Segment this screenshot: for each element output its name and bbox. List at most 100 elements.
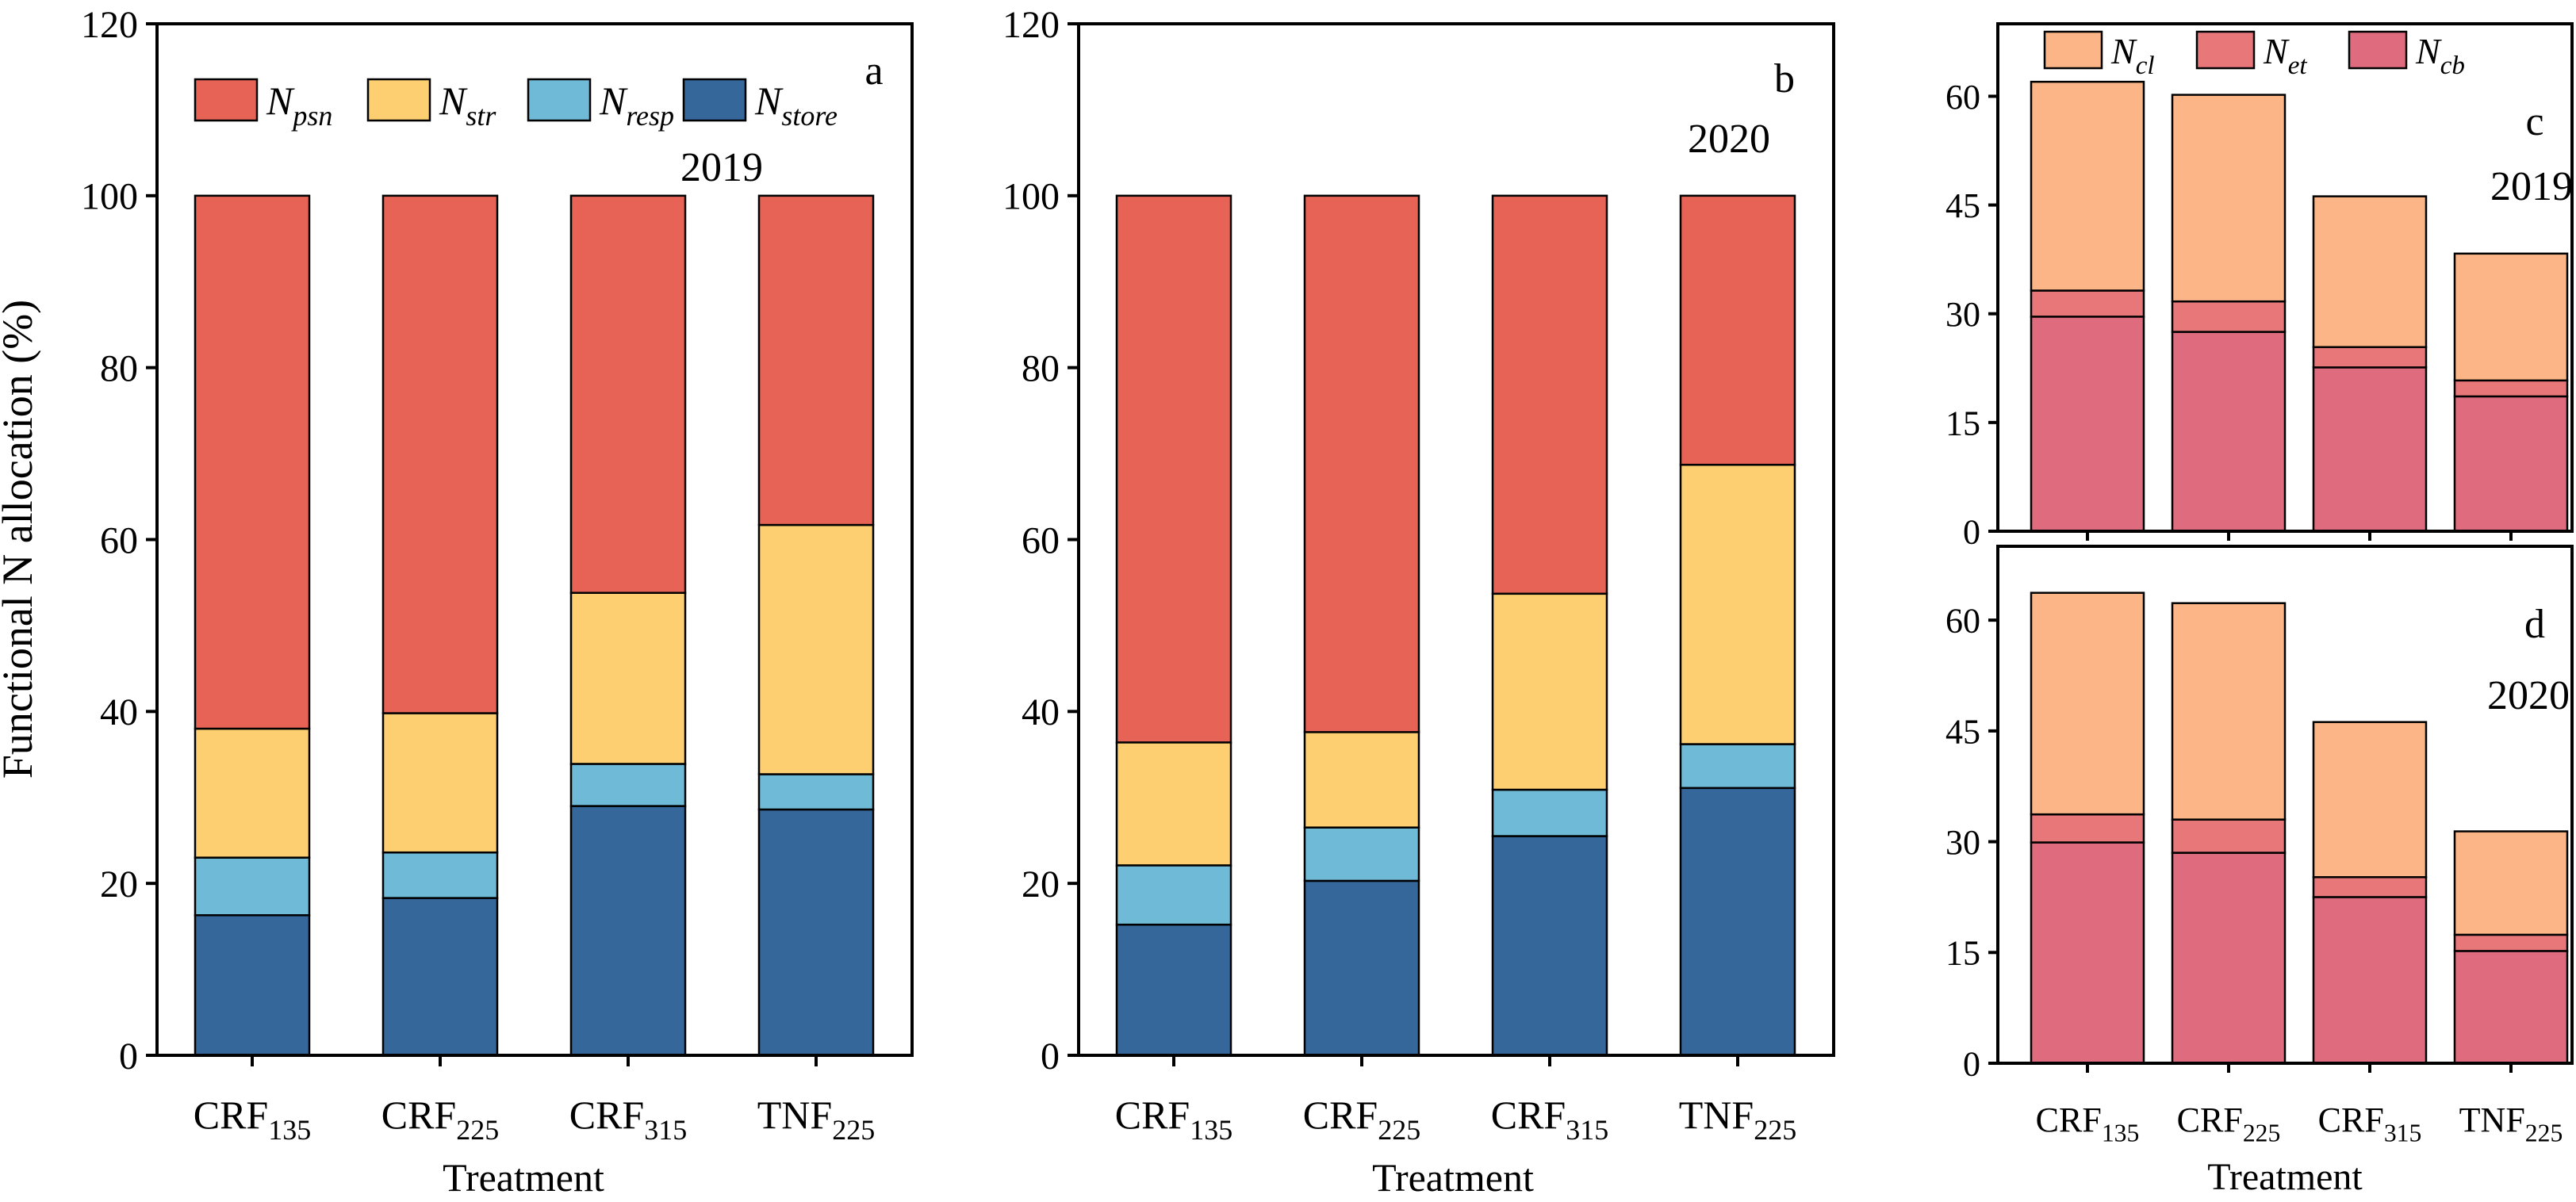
bar-b-nstore-2 xyxy=(1303,879,1420,1057)
bar-d-ncl-4 xyxy=(2453,830,2569,936)
bar-b-nresp-1 xyxy=(1115,864,1232,926)
bar-d-ncb-1 xyxy=(2030,841,2145,1065)
bar-d-ncl-1 xyxy=(2030,591,2145,816)
x-tick-label-a-4-subscript: 225 xyxy=(832,1114,875,1146)
bar-c-ncb-3 xyxy=(2312,366,2428,533)
x-tick-label-b-2-base: CRF xyxy=(1303,1093,1378,1137)
legend-label-cl: Ncl xyxy=(2110,31,2155,80)
y-tick-label-c-60: 60 xyxy=(1945,78,1980,117)
bar-b-npsn-3 xyxy=(1491,194,1608,595)
x-tick-label-d-4-base: TNF xyxy=(2459,1101,2525,1139)
x-tick-label-a-4-base: TNF xyxy=(757,1093,832,1137)
x-tick-label-a-1: CRF135 xyxy=(194,1093,312,1146)
bar-c-ncl-3 xyxy=(2312,195,2428,349)
legend-label-cb: Ncb xyxy=(2415,31,2465,80)
legend-label-resp-subscript: resp xyxy=(626,100,674,132)
y-tick-label-a-120: 120 xyxy=(81,4,138,46)
y-tick-label-a-40: 40 xyxy=(100,691,138,733)
bar-b-nresp-3 xyxy=(1491,788,1608,837)
y-tick-label-a-80: 80 xyxy=(100,347,138,389)
y-tick-label-b-40: 40 xyxy=(1022,691,1060,733)
legend-label-et: Net xyxy=(2263,31,2307,80)
plot-frame-c xyxy=(1996,22,2574,533)
bar-b-nresp-2 xyxy=(1303,826,1420,882)
y-tick-label-d-0: 0 xyxy=(1963,1044,1980,1083)
y-tick-label-d-15: 15 xyxy=(1945,934,1980,973)
bar-c-net-3 xyxy=(2312,346,2428,369)
y-tick-label-a-100: 100 xyxy=(81,176,138,218)
x-tick-label-d-4: TNF225 xyxy=(2459,1101,2563,1146)
bar-a-nstore-1 xyxy=(194,914,311,1057)
bar-a-npsn-3 xyxy=(569,194,687,594)
bar-a-nresp-1 xyxy=(194,856,311,917)
x-tick-label-b-1-subscript: 135 xyxy=(1190,1114,1232,1146)
bar-d-ncl-2 xyxy=(2171,602,2287,821)
y-tick-label-b-0: 0 xyxy=(1041,1035,1060,1078)
x-tick-label-d-1-subscript: 135 xyxy=(2102,1119,2140,1146)
bar-a-nstore-2 xyxy=(381,897,499,1057)
bar-d-net-2 xyxy=(2171,818,2287,854)
x-tick-label-b-2-subscript: 225 xyxy=(1378,1114,1420,1146)
y-tick-label-b-80: 80 xyxy=(1022,347,1060,389)
legend-swatch-cb xyxy=(2348,30,2408,70)
bar-b-npsn-4 xyxy=(1679,194,1796,466)
legend-label-cb-base: N xyxy=(2415,31,2442,71)
bar-a-nstr-2 xyxy=(381,712,499,854)
bar-d-ncb-3 xyxy=(2312,896,2428,1065)
x-tick-label-a-3: CRF315 xyxy=(569,1093,688,1146)
y-tick-label-a-0: 0 xyxy=(119,1035,138,1078)
y-tick-label-a-60: 60 xyxy=(100,519,138,561)
x-tick-label-a-1-base: CRF xyxy=(194,1093,269,1137)
bar-d-ncl-3 xyxy=(2312,721,2428,879)
x-tick-label-d-1-base: CRF xyxy=(2036,1101,2102,1139)
x-tick-label-d-2-subscript: 225 xyxy=(2243,1119,2281,1146)
bar-b-nstr-4 xyxy=(1679,463,1796,745)
x-tick-label-b-3-subscript: 315 xyxy=(1566,1114,1608,1146)
bar-b-nstore-1 xyxy=(1115,923,1232,1057)
legend-label-resp-base: N xyxy=(599,78,628,123)
x-tick-label-d-2-base: CRF xyxy=(2177,1101,2243,1139)
y-tick-label-a-20: 20 xyxy=(100,863,138,905)
x-tick-label-b-1: CRF135 xyxy=(1115,1093,1233,1146)
legend-label-store: Nstore xyxy=(754,78,838,132)
bar-c-ncb-4 xyxy=(2453,395,2569,533)
legend-swatch-et xyxy=(2195,30,2256,70)
legend-label-store-base: N xyxy=(754,78,784,123)
y-tick-label-b-60: 60 xyxy=(1022,519,1060,561)
x-tick-label-b-3-base: CRF xyxy=(1491,1093,1566,1137)
legend-label-psn-subscript: psn xyxy=(290,100,332,132)
panel-label-b: b xyxy=(1774,56,1795,101)
x-tick-label-d-3-base: CRF xyxy=(2318,1101,2384,1139)
panel-c: 0 15 30 45 60 c 2019 xyxy=(1945,22,2574,551)
panel-year-a: 2019 xyxy=(680,145,763,190)
y-tick-label-c-0: 0 xyxy=(1963,512,1980,551)
y-tick-label-d-30: 30 xyxy=(1945,823,1980,862)
x-axis-label-d: Treatment xyxy=(2207,1156,2363,1198)
legend-label-cl-subscript: cl xyxy=(2136,51,2155,80)
bar-d-net-1 xyxy=(2030,813,2145,844)
bar-a-nstore-4 xyxy=(757,808,875,1057)
bar-a-nstr-1 xyxy=(194,727,311,859)
bar-c-ncl-4 xyxy=(2453,252,2569,382)
x-axis-label-b: Treatment xyxy=(1372,1155,1534,1200)
x-tick-label-a-2-base: CRF xyxy=(381,1093,457,1137)
y-tick-label-c-15: 15 xyxy=(1945,404,1980,442)
panel-year-c: 2019 xyxy=(2490,164,2573,209)
x-tick-label-d-1: CRF135 xyxy=(2036,1101,2140,1146)
bar-a-nstr-3 xyxy=(569,591,687,765)
y-tick-label-d-45: 45 xyxy=(1945,712,1980,751)
y-axis-label-a: Functional N allocation (%) xyxy=(0,300,41,779)
bar-a-nresp-2 xyxy=(381,851,499,899)
legend-swatch-str xyxy=(366,78,431,122)
bar-c-net-1 xyxy=(2030,289,2145,318)
x-tick-label-b-3: CRF315 xyxy=(1491,1093,1609,1146)
x-tick-label-d-2: CRF225 xyxy=(2177,1101,2281,1146)
bar-b-npsn-1 xyxy=(1115,194,1232,744)
bar-a-nresp-3 xyxy=(569,763,687,807)
x-tick-label-a-4: TNF225 xyxy=(757,1093,875,1146)
x-tick-label-d-4-subscript: 225 xyxy=(2525,1119,2563,1146)
legend-label-et-subscript: et xyxy=(2288,51,2308,80)
legend-label-psn-base: N xyxy=(266,78,295,123)
legend-label-resp: Nresp xyxy=(599,78,674,132)
y-tick-label-c-30: 30 xyxy=(1945,295,1980,334)
